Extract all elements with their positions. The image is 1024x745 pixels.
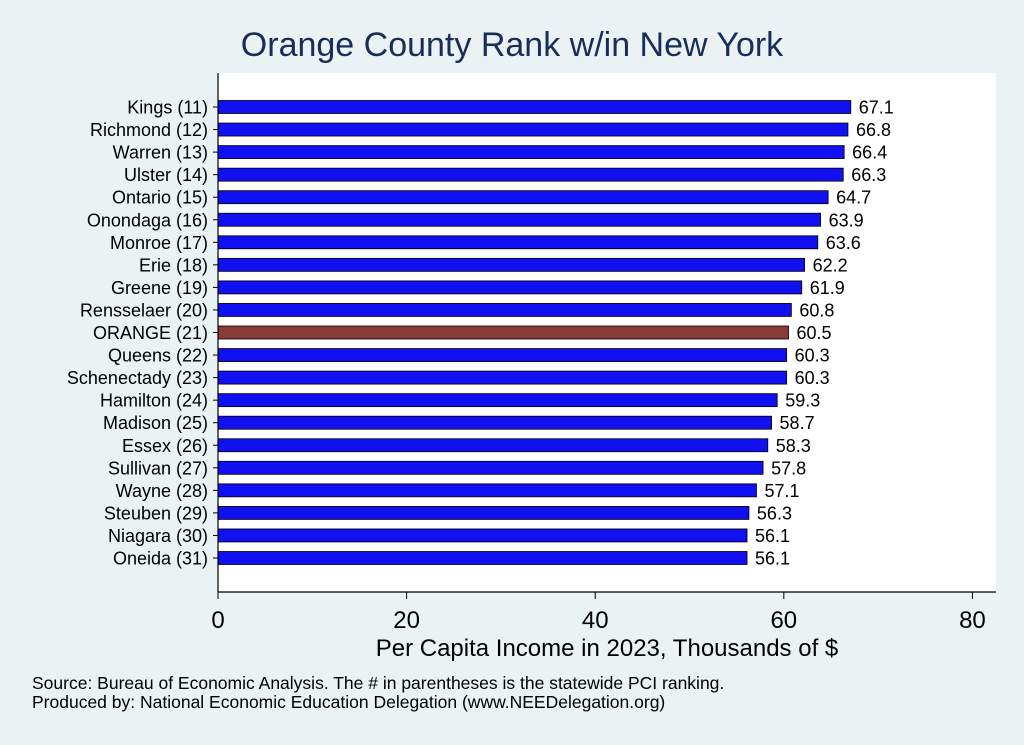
data-label: 66.3 [851,165,886,185]
data-label: 60.3 [795,368,830,388]
data-label: 56.3 [757,503,792,523]
bar [217,460,764,475]
data-label: 59.3 [785,391,820,411]
bar [217,212,821,227]
category-label: Onondaga (16) [87,210,208,230]
bar [217,325,789,340]
chart-title: Orange County Rank w/in New York [240,26,784,64]
bar [217,505,750,520]
x-tick-label: 80 [959,607,986,634]
bar [217,438,769,453]
category-label: Rensselaer (20) [80,300,208,320]
category-label: Oneida (31) [113,549,208,569]
bar [217,257,805,272]
data-label: 66.8 [856,120,891,140]
data-label: 57.1 [764,481,799,501]
category-label: Madison (25) [103,413,208,433]
data-label: 67.1 [859,98,894,118]
bar [217,190,829,205]
x-tick-label: 0 [211,607,224,634]
data-label: 58.7 [780,413,815,433]
bar [217,551,748,565]
category-label: Greene (19) [111,278,208,298]
category-label: Niagara (30) [108,526,208,546]
bar [217,415,772,430]
category-label: Hamilton (24) [100,391,208,411]
data-label: 63.6 [826,233,861,253]
bar [217,145,845,160]
category-label: Essex (26) [122,436,208,456]
category-label: Richmond (12) [90,120,208,140]
category-label: Queens (22) [108,346,208,366]
data-label: 66.4 [852,143,887,163]
x-tick-label: 60 [770,607,797,634]
producer-note: Produced by: National Economic Education… [32,692,666,712]
category-label: Erie (18) [139,255,208,275]
data-label: 61.9 [810,278,845,298]
category-label: Sullivan (27) [108,458,208,478]
bar [217,370,788,385]
bar [217,393,778,408]
bar [217,122,849,137]
data-label: 60.5 [797,323,832,343]
data-label: 58.3 [776,436,811,456]
bar [217,303,792,317]
bar [217,235,819,250]
category-label: Ulster (14) [124,165,208,185]
x-axis-label: Per Capita Income in 2023, Thousands of … [376,635,839,662]
bar [217,167,844,182]
category-label: Wayne (28) [116,481,208,501]
data-label: 56.1 [755,526,790,546]
x-tick-label: 40 [582,607,609,634]
data-label: 56.1 [755,549,790,569]
data-label: 62.2 [813,255,848,275]
data-label: 60.8 [799,300,834,320]
category-label: Steuben (29) [104,503,208,523]
category-label: ORANGE (21) [93,323,208,343]
category-label: Warren (13) [113,143,208,163]
category-label: Ontario (15) [112,188,208,208]
bar [217,280,803,295]
data-label: 63.9 [829,210,864,230]
bar [217,100,852,114]
data-label: 57.8 [771,458,806,478]
category-label: Monroe (17) [110,233,208,253]
category-label: Kings (11) [127,98,208,118]
x-tick-label: 20 [393,607,420,634]
bar [217,483,757,498]
data-label: 60.3 [795,346,830,366]
category-label: Schenectady (23) [67,368,208,388]
bar [217,528,748,543]
data-label: 64.7 [836,188,871,208]
bar [217,348,788,362]
source-note: Source: Bureau of Economic Analysis. The… [32,673,725,693]
